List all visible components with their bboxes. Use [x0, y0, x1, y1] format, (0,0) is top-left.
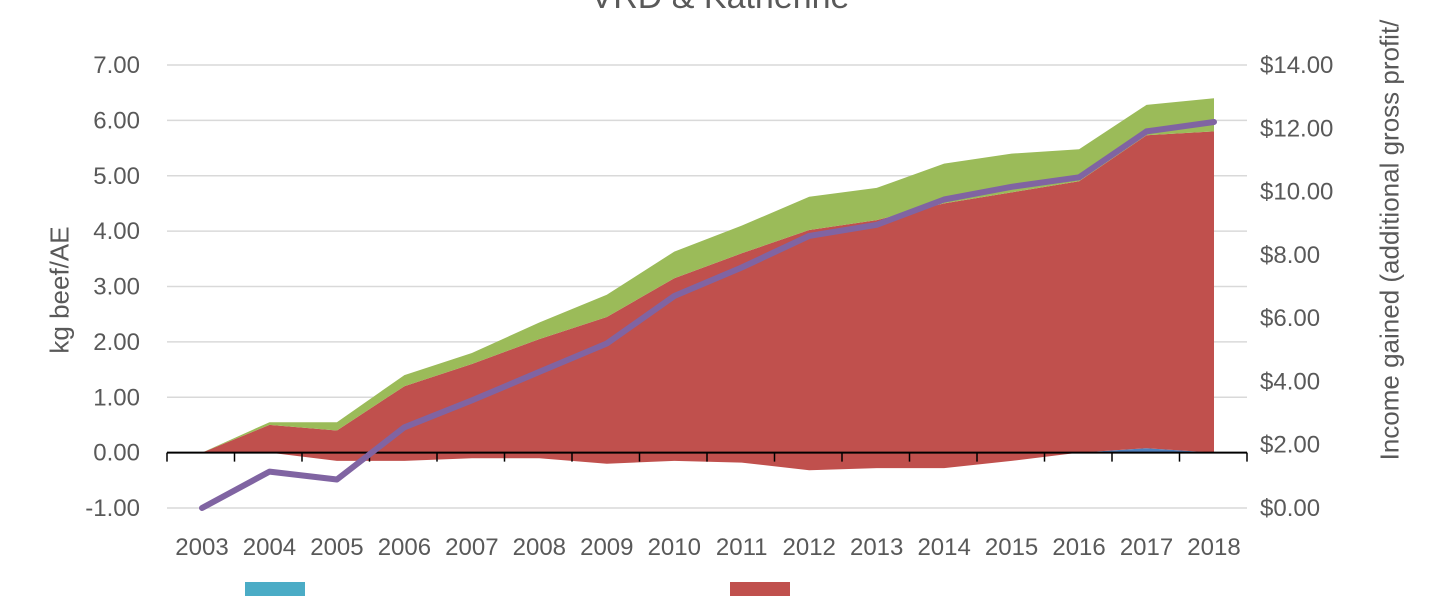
x-tick-label: 2012: [783, 534, 836, 561]
y-tick-label-left: 1.00: [93, 384, 140, 411]
x-tick-label: 2007: [445, 534, 498, 561]
y-tick-label-right: $2.00: [1260, 432, 1320, 459]
y-tick-label-left: 7.00: [93, 52, 140, 79]
x-tick-label: 2009: [580, 534, 633, 561]
y-tick-label-right: $6.00: [1260, 305, 1320, 332]
y-tick-label-left: 3.00: [93, 274, 140, 301]
y-tick-label-right: $4.00: [1260, 368, 1320, 395]
legend-swatch-1: [245, 582, 305, 596]
x-tick-label: 2014: [917, 534, 970, 561]
area-series-3: [202, 98, 1214, 453]
y-tick-label-right: $14.00: [1260, 52, 1333, 79]
line-series-5: [199, 119, 1217, 511]
x-tick-label: 2006: [378, 534, 431, 561]
x-tick-label: 2005: [310, 534, 363, 561]
x-tick-label: 2008: [513, 534, 566, 561]
x-tick-label: 2004: [243, 534, 296, 561]
x-tick-label: 2010: [648, 534, 701, 561]
x-tick-label: 2018: [1187, 534, 1240, 561]
y-tick-label-left: -1.00: [85, 495, 140, 522]
y-tick-label-right: $10.00: [1260, 179, 1333, 206]
area-series-below-4: [202, 452, 1214, 471]
legend: [0, 582, 1440, 612]
x-tick-label: 2016: [1052, 534, 1105, 561]
y-tick-label-left: 5.00: [93, 163, 140, 190]
x-tick-label: 2003: [175, 534, 228, 561]
y-tick-label-right: $0.00: [1260, 495, 1320, 522]
y-tick-label-left: 2.00: [93, 329, 140, 356]
legend-swatch-2: [730, 582, 790, 596]
x-tick-label: 2011: [716, 534, 768, 561]
y-tick-label-left: 0.00: [93, 440, 140, 467]
legend-entry-1: [245, 582, 315, 596]
y-tick-label-left: 6.00: [93, 107, 140, 134]
x-tick-label: 2015: [985, 534, 1038, 561]
x-tick-label: 2013: [850, 534, 903, 561]
area-series-2: [202, 131, 1214, 453]
y-tick-label-right: $8.00: [1260, 242, 1320, 269]
legend-entry-2: [730, 582, 800, 596]
y-tick-label-left: 4.00: [93, 218, 140, 245]
chart-title: VRD & Katherine: [0, 0, 1440, 17]
x-tick-label: 2017: [1120, 534, 1173, 561]
y-tick-label-right: $12.00: [1260, 115, 1333, 142]
